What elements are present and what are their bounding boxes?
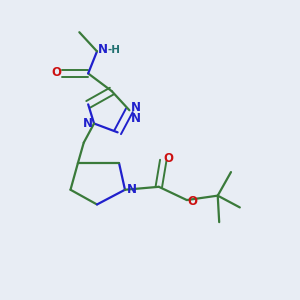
Text: O: O — [188, 195, 198, 208]
Text: N: N — [127, 183, 136, 196]
Text: O: O — [51, 66, 62, 80]
Text: N: N — [131, 112, 141, 125]
Text: N: N — [82, 117, 93, 130]
Text: N: N — [131, 101, 141, 114]
Text: O: O — [164, 152, 174, 165]
Text: N: N — [98, 44, 108, 56]
Text: -H: -H — [108, 45, 121, 55]
